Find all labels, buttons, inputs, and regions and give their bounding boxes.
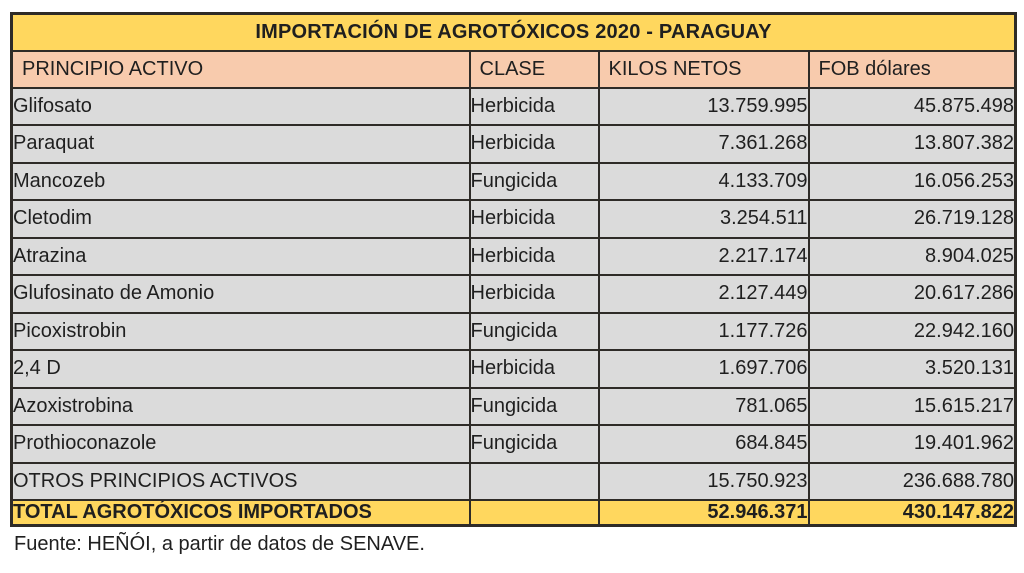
cell-total-kilos-netos: 52.946.371 [597, 499, 810, 527]
cell-kilos-netos: 781.065 [597, 386, 810, 426]
cell-principio-activo: Atrazina [10, 236, 471, 276]
cell-clase: Herbicida [468, 274, 600, 314]
cell-total-clase [468, 499, 600, 527]
table-row: Azoxistrobina Fungicida 781.065 15.615.2… [10, 386, 1017, 426]
cell-fob-dolares: 16.056.253 [807, 161, 1017, 201]
cell-principio-activo: OTROS PRINCIPIOS ACTIVOS [10, 461, 471, 501]
title-row: IMPORTACIÓN DE AGROTÓXICOS 2020 - PARAGU… [10, 12, 1017, 52]
agrotoxics-import-table: IMPORTACIÓN DE AGROTÓXICOS 2020 - PARAGU… [10, 12, 1018, 527]
cell-fob-dolares: 3.520.131 [807, 349, 1017, 389]
cell-clase: Herbicida [468, 349, 600, 389]
cell-kilos-netos: 684.845 [597, 424, 810, 464]
cell-principio-activo: Cletodim [10, 199, 471, 239]
table-body: Glifosato Herbicida 13.759.995 45.875.49… [10, 86, 1017, 501]
cell-total-label: TOTAL AGROTÓXICOS IMPORTADOS [10, 499, 471, 527]
table-title: IMPORTACIÓN DE AGROTÓXICOS 2020 - PARAGU… [10, 12, 1017, 52]
cell-clase: Fungicida [468, 386, 600, 426]
table-row: OTROS PRINCIPIOS ACTIVOS 15.750.923 236.… [10, 461, 1017, 501]
cell-kilos-netos: 1.697.706 [597, 349, 810, 389]
column-header-clase: CLASE [468, 49, 600, 89]
cell-clase: Herbicida [468, 236, 600, 276]
cell-kilos-netos: 1.177.726 [597, 311, 810, 351]
cell-principio-activo: 2,4 D [10, 349, 471, 389]
table-row: Mancozeb Fungicida 4.133.709 16.056.253 [10, 161, 1017, 201]
table-row: Paraquat Herbicida 7.361.268 13.807.382 [10, 124, 1017, 164]
table-row: Atrazina Herbicida 2.217.174 8.904.025 [10, 236, 1017, 276]
column-header-kilos-netos: KILOS NETOS [597, 49, 810, 89]
table-row: Cletodim Herbicida 3.254.511 26.719.128 [10, 199, 1017, 239]
cell-fob-dolares: 45.875.498 [807, 86, 1017, 126]
cell-clase: Herbicida [468, 199, 600, 239]
cell-fob-dolares: 19.401.962 [807, 424, 1017, 464]
column-header-fob-dolares: FOB dólares [807, 49, 1017, 89]
cell-fob-dolares: 236.688.780 [807, 461, 1017, 501]
cell-principio-activo: Picoxistrobin [10, 311, 471, 351]
table-row: Glifosato Herbicida 13.759.995 45.875.49… [10, 86, 1017, 126]
cell-kilos-netos: 2.127.449 [597, 274, 810, 314]
cell-fob-dolares: 15.615.217 [807, 386, 1017, 426]
header-row: PRINCIPIO ACTIVO CLASE KILOS NETOS FOB d… [10, 49, 1017, 89]
cell-kilos-netos: 2.217.174 [597, 236, 810, 276]
cell-clase: Fungicida [468, 161, 600, 201]
cell-clase: Herbicida [468, 124, 600, 164]
cell-fob-dolares: 20.617.286 [807, 274, 1017, 314]
total-row: TOTAL AGROTÓXICOS IMPORTADOS 52.946.371 … [10, 499, 1017, 527]
cell-principio-activo: Mancozeb [10, 161, 471, 201]
table-row: Prothioconazole Fungicida 684.845 19.401… [10, 424, 1017, 464]
cell-kilos-netos: 3.254.511 [597, 199, 810, 239]
cell-fob-dolares: 22.942.160 [807, 311, 1017, 351]
cell-principio-activo: Paraquat [10, 124, 471, 164]
table-row: Glufosinato de Amonio Herbicida 2.127.44… [10, 274, 1017, 314]
cell-clase [468, 461, 600, 501]
cell-principio-activo: Prothioconazole [10, 424, 471, 464]
cell-principio-activo: Glifosato [10, 86, 471, 126]
cell-clase: Fungicida [468, 311, 600, 351]
cell-principio-activo: Glufosinato de Amonio [10, 274, 471, 314]
cell-total-fob-dolares: 430.147.822 [807, 499, 1017, 527]
cell-fob-dolares: 8.904.025 [807, 236, 1017, 276]
table-row: Picoxistrobin Fungicida 1.177.726 22.942… [10, 311, 1017, 351]
cell-clase: Herbicida [468, 86, 600, 126]
cell-kilos-netos: 7.361.268 [597, 124, 810, 164]
cell-kilos-netos: 15.750.923 [597, 461, 810, 501]
column-header-principio-activo: PRINCIPIO ACTIVO [10, 49, 471, 89]
cell-clase: Fungicida [468, 424, 600, 464]
table-row: 2,4 D Herbicida 1.697.706 3.520.131 [10, 349, 1017, 389]
cell-kilos-netos: 4.133.709 [597, 161, 810, 201]
cell-fob-dolares: 26.719.128 [807, 199, 1017, 239]
cell-fob-dolares: 13.807.382 [807, 124, 1017, 164]
cell-kilos-netos: 13.759.995 [597, 86, 810, 126]
cell-principio-activo: Azoxistrobina [10, 386, 471, 426]
source-note: Fuente: HEÑÓI, a partir de datos de SENA… [14, 533, 425, 555]
